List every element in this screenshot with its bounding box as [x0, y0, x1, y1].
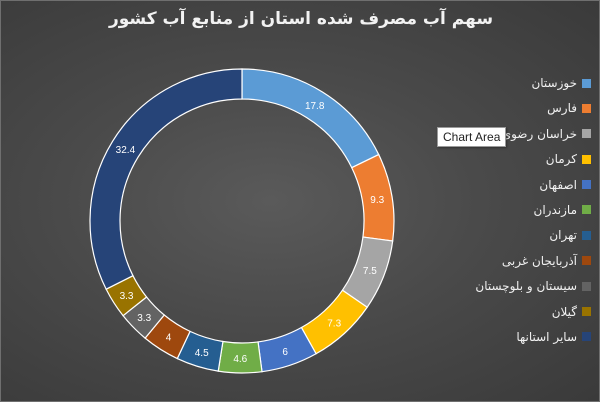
legend-swatch — [582, 307, 591, 317]
legend-item[interactable]: فارس — [441, 96, 591, 120]
legend-label: تهران — [549, 228, 577, 243]
legend-label: خراسان رضوی — [501, 126, 577, 141]
legend-swatch — [582, 281, 591, 291]
legend-label: گیلان — [551, 304, 577, 319]
legend-swatch — [582, 78, 591, 88]
legend-item[interactable]: خوزستان — [441, 71, 591, 95]
legend-item[interactable]: مازندران — [441, 198, 591, 222]
legend-label: اصفهان — [539, 177, 577, 192]
legend-label: سایر استانها — [516, 329, 577, 344]
chart-title: سهم آب مصرف شده استان از منابع آب کشور — [108, 9, 494, 29]
legend-item[interactable]: سایر استانها — [441, 325, 591, 349]
slice-data-label: 3.3 — [137, 313, 151, 324]
slice-data-label: 4.6 — [233, 354, 247, 365]
legend: خوزستان فارس خراسان رضوی کرمان اصفهان مازندرا… — [441, 71, 591, 350]
legend-swatch — [582, 230, 591, 240]
tooltip: Chart Area — [437, 127, 507, 147]
legend-label: خوزستان — [531, 76, 577, 90]
legend-label: آذربایجان غربی — [501, 253, 577, 268]
legend-swatch — [582, 103, 591, 113]
legend-swatch — [582, 180, 591, 190]
slice-data-label: 32.4 — [116, 145, 136, 156]
legend-item[interactable]: اصفهان — [441, 173, 591, 197]
slice-data-label: 9.3 — [370, 195, 384, 206]
legend-label: فارس — [547, 101, 577, 116]
slice-data-label: 17.8 — [305, 101, 325, 112]
legend-label: مازندران — [533, 202, 577, 217]
slice-data-label: 3.3 — [120, 291, 134, 302]
slice-data-label: 7.3 — [327, 318, 341, 329]
legend-swatch — [582, 154, 591, 164]
legend-item[interactable]: خراسان رضوی — [441, 122, 591, 146]
legend-item[interactable]: سیستان و بلوچستان — [441, 274, 591, 298]
legend-swatch — [582, 205, 591, 215]
slice-data-label: 6 — [282, 347, 288, 358]
donut-slice[interactable] — [241, 68, 380, 169]
slice-data-label: 7.5 — [363, 266, 377, 277]
slice-data-label: 4 — [166, 333, 172, 344]
legend-swatch — [582, 129, 591, 139]
slice-data-label: 4.5 — [195, 348, 209, 359]
legend-label: کرمان — [545, 152, 577, 167]
legend-item[interactable]: کرمان — [441, 147, 591, 171]
donut-slice[interactable] — [89, 68, 243, 290]
legend-swatch — [582, 332, 591, 342]
legend-item[interactable]: تهران — [441, 223, 591, 247]
legend-label: سیستان و بلوچستان — [475, 279, 577, 294]
legend-swatch — [582, 256, 591, 266]
legend-item[interactable]: گیلان — [441, 300, 591, 324]
legend-item[interactable]: آذربایجان غربی — [441, 249, 591, 273]
